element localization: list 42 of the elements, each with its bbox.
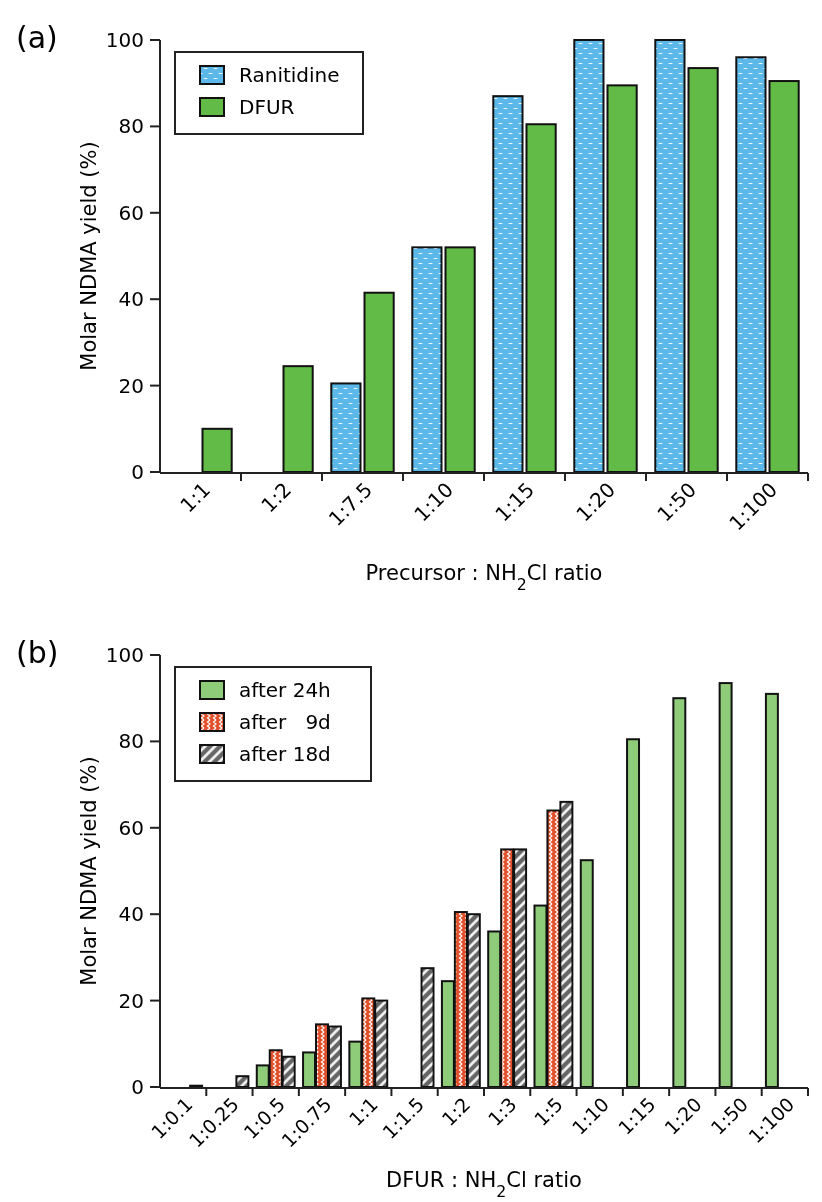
x-axis-title: Precursor : NH$_{2}$Cl ratio xyxy=(365,561,603,594)
y-tick-label: 60 xyxy=(118,815,144,840)
bar xyxy=(363,291,395,473)
x-tick-label: 1:2 xyxy=(256,477,296,518)
bar xyxy=(282,365,314,473)
legend-label: DFUR xyxy=(239,95,295,119)
y-tick-label: 80 xyxy=(118,729,144,754)
x-tick-label: 1:1 xyxy=(344,1092,382,1131)
y-tick-label: 40 xyxy=(118,287,144,312)
y-tick-label: 20 xyxy=(118,373,144,398)
y-tick-label: 0 xyxy=(131,1075,144,1099)
text: (a) xyxy=(16,20,58,55)
bar xyxy=(768,80,800,473)
y-axis-title: Molar NDMA yield (%) xyxy=(77,141,101,371)
x-tick-label: 1:3 xyxy=(483,1092,521,1131)
y-tick-label: 100 xyxy=(105,28,144,52)
bar xyxy=(718,682,733,1088)
bar xyxy=(606,84,638,473)
legend-label: after 9d xyxy=(239,710,331,734)
legend-label: Ranitidine xyxy=(239,63,340,87)
y-tick-label: 40 xyxy=(118,902,144,927)
text: (b) xyxy=(16,635,59,670)
legend-label: after 24h xyxy=(239,678,331,702)
legend-label: after 18d xyxy=(239,742,331,766)
bar xyxy=(201,427,233,473)
y-tick-label: 100 xyxy=(105,643,144,667)
bar xyxy=(444,246,476,473)
bar xyxy=(579,859,594,1088)
bar xyxy=(525,123,557,473)
bar xyxy=(764,692,779,1088)
bar xyxy=(687,67,719,473)
y-axis-title: Molar NDMA yield (%) xyxy=(77,756,101,986)
x-tick-label: 1:5 xyxy=(529,1092,567,1131)
y-tick-label: 80 xyxy=(118,114,144,139)
x-axis-title: DFUR : NH$_{2}$Cl ratio xyxy=(386,1168,582,1201)
y-tick-label: 60 xyxy=(118,200,144,225)
x-tick-label: 1:1 xyxy=(175,477,215,518)
bar xyxy=(626,738,641,1088)
y-tick-label: 20 xyxy=(118,988,144,1013)
y-tick-label: 0 xyxy=(131,460,144,484)
x-tick-label: 1:2 xyxy=(437,1092,475,1131)
bar xyxy=(672,697,687,1088)
